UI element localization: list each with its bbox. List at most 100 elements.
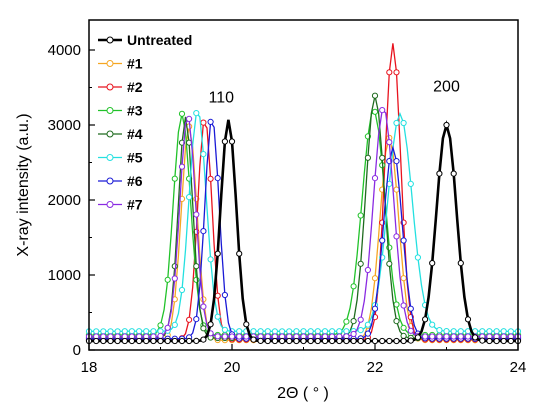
legend-swatch-marker [106, 154, 114, 161]
data-point [243, 333, 250, 340]
y-tick-label: 2000 [48, 192, 81, 209]
legend-swatch-marker [106, 36, 114, 44]
data-point [186, 337, 193, 345]
legend-item: Untreated [98, 32, 192, 48]
data-point [150, 337, 157, 345]
data-point [186, 115, 193, 123]
data-point [393, 301, 400, 308]
series-line [89, 119, 518, 343]
x-tick-label: 24 [510, 359, 527, 376]
data-point [193, 110, 200, 117]
data-point [407, 180, 414, 187]
data-point [236, 328, 243, 335]
data-point [371, 175, 379, 182]
data-point [472, 334, 479, 341]
data-point [386, 69, 393, 76]
data-point [300, 337, 307, 345]
data-point [279, 337, 286, 345]
data-point [400, 324, 407, 331]
legend-item: #3 [98, 103, 143, 119]
y-tick-label: 3000 [48, 117, 81, 134]
data-point [321, 337, 329, 345]
data-point [393, 69, 400, 76]
legend-label: #6 [127, 173, 143, 189]
data-point [357, 337, 364, 345]
series-line [89, 95, 518, 339]
y-axis-ticks: 0 1000 2000 3000 4000 [48, 42, 95, 359]
data-point [250, 336, 257, 343]
legend-item: #6 [98, 173, 143, 189]
data-point [407, 337, 414, 344]
data-point [200, 303, 207, 310]
data-point [400, 302, 407, 309]
legend: Untreated #1 #2 #3 #4 #5 #6 #7 [98, 32, 192, 213]
data-point [186, 194, 193, 201]
data-point [364, 330, 371, 337]
data-point [393, 158, 400, 165]
data-point [100, 328, 107, 335]
x-tick-label: 18 [81, 359, 98, 376]
series-1 [85, 123, 522, 344]
y-axis-title: X-ray intensity (a.u.) [15, 113, 32, 256]
data-point [214, 313, 221, 320]
series-7 [85, 107, 522, 340]
data-point [228, 333, 236, 340]
data-point [200, 151, 207, 158]
series-4 [85, 92, 522, 342]
legend-swatch-marker [106, 60, 114, 67]
data-point [364, 321, 371, 328]
data-point [422, 316, 429, 323]
data-point [436, 333, 443, 340]
data-point [343, 337, 350, 345]
data-point [379, 154, 386, 161]
data-point [214, 250, 221, 257]
data-point [371, 108, 379, 115]
data-point [136, 337, 143, 345]
legend-swatch-marker [106, 177, 114, 185]
data-point [500, 328, 507, 335]
data-point [400, 332, 407, 339]
series-line [89, 110, 518, 336]
legend-item: #1 [98, 56, 143, 72]
series-line [89, 108, 518, 338]
data-point [422, 333, 429, 340]
x-axis-ticks: 18 20 22 24 [81, 344, 527, 376]
y-tick-label: 0 [73, 342, 81, 359]
series-line [89, 126, 518, 341]
data-point [200, 119, 207, 126]
y-tick-label: 4000 [48, 42, 81, 59]
legend-item: #4 [98, 126, 143, 142]
data-point [507, 337, 514, 345]
data-point [500, 337, 507, 345]
data-point [450, 333, 457, 340]
data-point [336, 337, 343, 345]
data-point [379, 107, 386, 114]
data-point [157, 337, 164, 345]
data-point [436, 327, 443, 334]
data-point [171, 321, 178, 328]
data-point [93, 337, 100, 345]
data-point [286, 337, 293, 345]
data-point [207, 256, 214, 263]
legend-swatch-marker [106, 107, 114, 114]
series-3 [85, 108, 522, 339]
data-point [457, 333, 464, 340]
data-point [250, 328, 257, 335]
x-axis-title: 2Θ ( ° ) [277, 385, 329, 402]
data-point [200, 336, 207, 343]
legend-swatch-marker [106, 83, 114, 91]
legend-label: #1 [127, 56, 143, 72]
data-point [221, 138, 228, 145]
data-point [171, 275, 178, 282]
data-point [300, 328, 307, 335]
data-point [429, 321, 436, 328]
data-point [314, 337, 321, 345]
series-line [89, 119, 518, 340]
data-point [207, 321, 214, 328]
legend-label: #2 [127, 79, 143, 95]
data-point [429, 333, 436, 340]
data-point [193, 316, 200, 323]
data-point [436, 170, 443, 177]
data-point [157, 322, 164, 329]
